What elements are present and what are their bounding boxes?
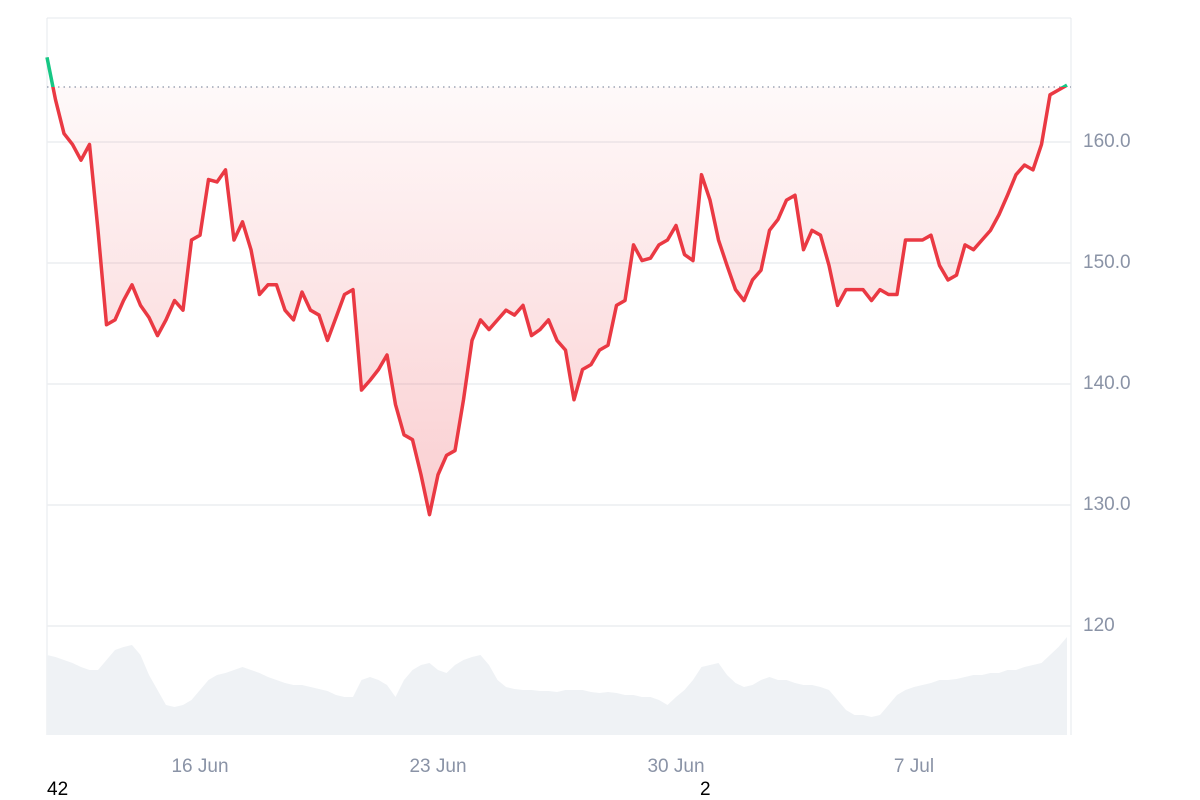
x-tick-label: 23 Jun bbox=[409, 756, 466, 777]
footer-label: 2 bbox=[700, 779, 711, 800]
y-tick-label: 160.0 bbox=[1083, 131, 1131, 152]
price-area bbox=[47, 86, 1067, 515]
price-line bbox=[51, 86, 1068, 517]
y-tick-label: 150.0 bbox=[1083, 252, 1131, 273]
x-tick-label: 16 Jun bbox=[171, 756, 228, 777]
y-tick-label: 130.0 bbox=[1083, 494, 1131, 515]
x-tick-label: 7 Jul bbox=[894, 756, 934, 777]
y-tick-label: 140.0 bbox=[1083, 373, 1131, 394]
footer-label: 42 bbox=[47, 779, 68, 800]
volume-area bbox=[47, 637, 1067, 735]
y-tick-label: 120 bbox=[1083, 615, 1115, 636]
x-tick-label: 30 Jun bbox=[647, 756, 704, 777]
